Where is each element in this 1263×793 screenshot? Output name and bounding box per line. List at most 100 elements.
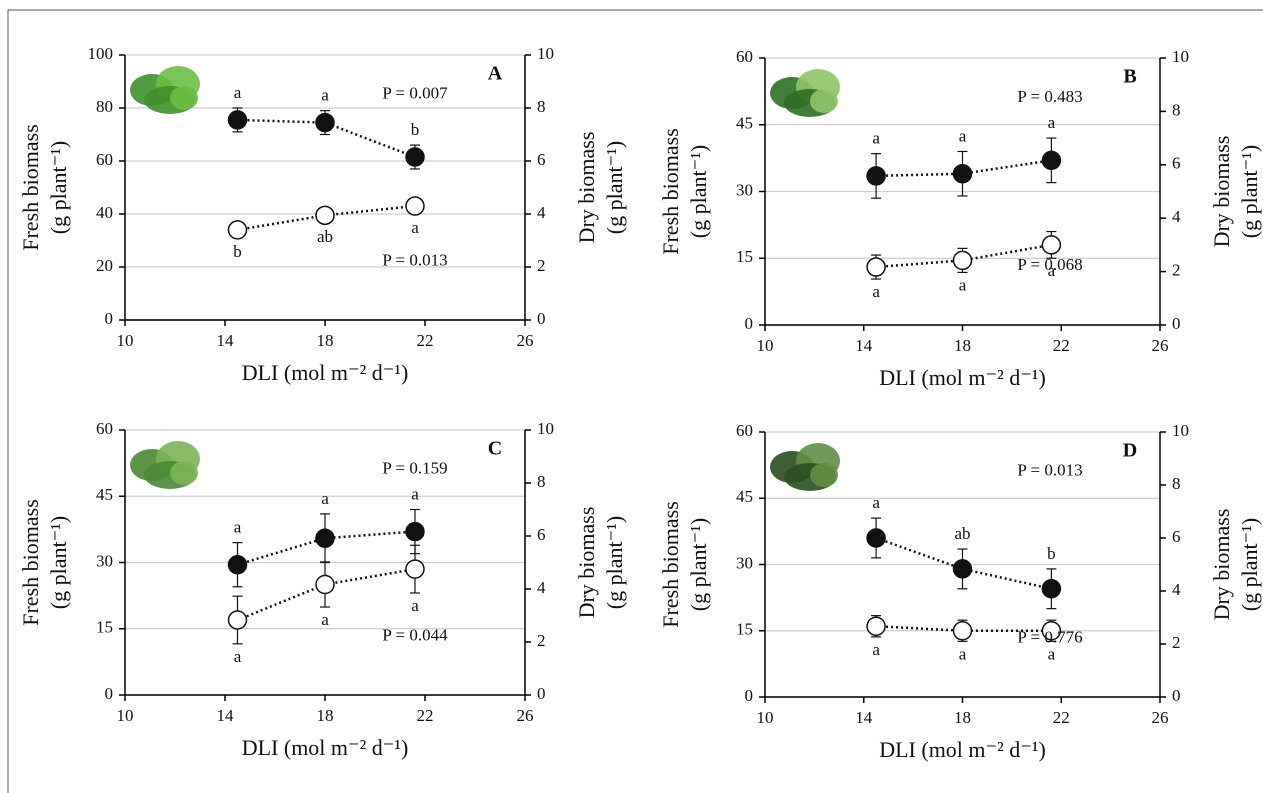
y-axis-label: Fresh biomass bbox=[18, 124, 43, 251]
x-axis-label: DLI (mol m⁻² d⁻¹) bbox=[879, 365, 1046, 390]
x-tick-label: 26 bbox=[1152, 336, 1169, 355]
y-tick-label: 15 bbox=[96, 618, 113, 637]
x-tick-label: 18 bbox=[317, 706, 334, 725]
data-point bbox=[866, 166, 886, 186]
significance-label: a bbox=[872, 640, 880, 659]
significance-label: a bbox=[1048, 113, 1056, 132]
significance-label: a bbox=[321, 610, 329, 629]
data-point bbox=[866, 257, 886, 277]
p-value: P = 0.013 bbox=[382, 251, 447, 270]
y2-tick-label: 2 bbox=[537, 631, 546, 650]
y-tick-label: 45 bbox=[736, 114, 753, 133]
y-tick-label: 80 bbox=[96, 97, 113, 116]
x-tick-label: 10 bbox=[757, 336, 774, 355]
panel-letter: A bbox=[488, 63, 503, 85]
x-tick-label: 22 bbox=[1053, 336, 1070, 355]
y-axis-label: Fresh biomass bbox=[658, 501, 683, 628]
y2-axis-label: Dry biomass bbox=[574, 132, 599, 244]
y-tick-label: 40 bbox=[96, 203, 113, 222]
panel-2: 0 15 30 45 60 0 2 4 6 8 10 10 14 18 22 26 DLI (mol m⁻² d… bbox=[18, 419, 627, 760]
y-axis-label: Fresh biomass bbox=[18, 499, 43, 626]
data-point bbox=[405, 147, 425, 167]
y2-tick-label: 4 bbox=[537, 578, 546, 597]
data-point bbox=[952, 559, 973, 579]
p-value: P = 0.159 bbox=[382, 459, 447, 478]
data-point bbox=[405, 559, 425, 579]
y-tick-label: 30 bbox=[736, 180, 753, 199]
y2-tick-label: 6 bbox=[1172, 154, 1181, 173]
y-tick-label: 45 bbox=[96, 485, 113, 504]
data-point bbox=[952, 250, 973, 271]
y2-axis-label: (g plant⁻¹) bbox=[602, 141, 627, 234]
plant-image bbox=[170, 461, 198, 485]
x-tick-label: 18 bbox=[317, 331, 334, 350]
p-value: P = 0.007 bbox=[382, 84, 448, 103]
significance-label: b bbox=[411, 120, 420, 139]
x-tick-label: 10 bbox=[117, 706, 134, 725]
y-axis-label: (g plant⁻¹) bbox=[46, 141, 71, 234]
data-point bbox=[315, 112, 335, 133]
y2-tick-label: 0 bbox=[537, 309, 546, 328]
significance-label: a bbox=[959, 126, 967, 145]
trend-line bbox=[237, 118, 416, 159]
x-axis-label: DLI (mol m⁻² d⁻¹) bbox=[242, 360, 409, 385]
y2-tick-label: 8 bbox=[1172, 474, 1181, 493]
y2-tick-label: 8 bbox=[537, 472, 546, 491]
y-tick-label: 0 bbox=[745, 314, 754, 333]
significance-label: a bbox=[872, 282, 880, 301]
x-tick-label: 14 bbox=[855, 336, 873, 355]
y2-tick-label: 10 bbox=[537, 419, 554, 438]
data-point bbox=[405, 521, 425, 542]
significance-label: a bbox=[234, 83, 242, 102]
data-point bbox=[315, 205, 335, 226]
significance-label: a bbox=[411, 596, 419, 615]
data-point bbox=[227, 220, 248, 240]
data-point bbox=[315, 574, 335, 595]
significance-label: a bbox=[321, 489, 329, 508]
data-point bbox=[227, 110, 248, 130]
y-tick-label: 100 bbox=[88, 44, 114, 63]
x-tick-label: 14 bbox=[855, 708, 873, 727]
y2-tick-label: 8 bbox=[537, 97, 546, 116]
panel-letter: B bbox=[1123, 66, 1136, 88]
y2-tick-label: 10 bbox=[537, 44, 554, 63]
x-tick-label: 10 bbox=[757, 708, 774, 727]
significance-label: a bbox=[872, 493, 880, 512]
x-tick-label: 18 bbox=[954, 336, 971, 355]
y2-tick-label: 6 bbox=[1172, 527, 1181, 546]
panel-letter: D bbox=[1123, 440, 1137, 462]
y2-axis-label: Dry biomass bbox=[1209, 509, 1234, 621]
panel-1: 0 15 30 45 60 0 2 4 6 8 10 10 14 18 22 26 DLI (mol m⁻² d… bbox=[658, 47, 1262, 390]
plant-image bbox=[170, 86, 198, 110]
significance-label: a bbox=[1048, 644, 1056, 663]
plant-image bbox=[810, 463, 838, 487]
y-tick-label: 15 bbox=[736, 620, 753, 639]
significance-label: a bbox=[872, 129, 880, 148]
y2-tick-label: 10 bbox=[1172, 47, 1189, 66]
data-point bbox=[315, 528, 335, 548]
y2-tick-label: 2 bbox=[537, 256, 546, 275]
y-tick-label: 45 bbox=[736, 487, 753, 506]
y2-tick-label: 4 bbox=[1172, 580, 1181, 599]
data-point bbox=[405, 196, 425, 216]
x-tick-label: 18 bbox=[954, 708, 971, 727]
y-tick-label: 0 bbox=[105, 684, 114, 703]
y-tick-label: 60 bbox=[96, 150, 113, 169]
y2-tick-label: 2 bbox=[1172, 261, 1181, 280]
y-axis-label: (g plant⁻¹) bbox=[686, 145, 711, 238]
y2-axis-label: (g plant⁻¹) bbox=[602, 516, 627, 609]
y2-tick-label: 0 bbox=[1172, 686, 1181, 705]
y-axis-label: Fresh biomass bbox=[658, 128, 683, 255]
significance-label: a bbox=[234, 518, 242, 537]
significance-label: a bbox=[959, 275, 967, 294]
y-axis-label: (g plant⁻¹) bbox=[686, 518, 711, 611]
significance-label: a bbox=[959, 644, 967, 663]
data-point bbox=[866, 616, 886, 636]
y2-tick-label: 0 bbox=[537, 684, 546, 703]
data-point bbox=[1041, 621, 1062, 641]
significance-label: a bbox=[234, 647, 242, 666]
y-tick-label: 20 bbox=[96, 256, 113, 275]
significance-label: a bbox=[321, 86, 329, 105]
data-point bbox=[227, 554, 248, 575]
